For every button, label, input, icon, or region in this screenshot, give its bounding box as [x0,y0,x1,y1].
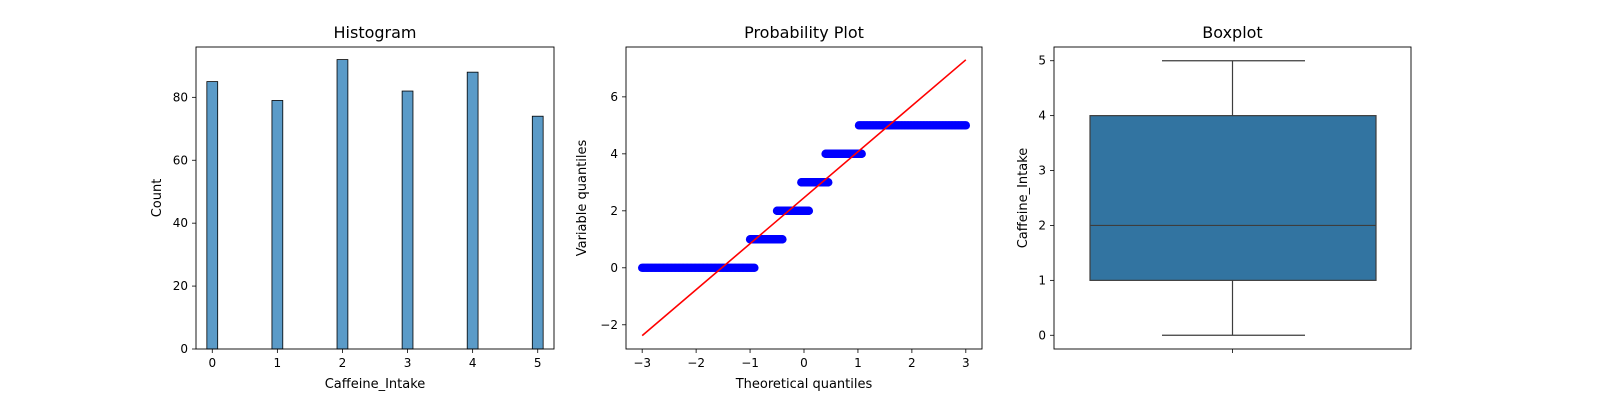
boxplot-y-tick-label: 5 [1038,54,1046,68]
histogram-y-tick-label: 40 [173,216,188,230]
probability-point [824,178,833,187]
boxplot-y-tick-label: 2 [1038,218,1046,232]
probability-point [961,121,971,130]
histogram-y-tick-label: 20 [173,279,188,293]
histogram-x-tick-label: 3 [404,356,412,370]
probability-point [804,206,814,216]
boxplot-box [1089,115,1377,281]
histogram-x-tick-label: 5 [534,356,542,370]
probability-x-label: Theoretical quantiles [735,377,873,392]
probability-x-tick-label: 0 [800,356,808,370]
probability-x-tick-label: 1 [854,356,862,370]
histogram-y-tick-label: 80 [173,90,188,104]
histogram-y-label: Count [150,179,165,218]
histogram-bar [401,90,414,350]
probability-point [778,235,787,244]
probability-x-tick-label: −2 [687,356,705,370]
boxplot-y-tick-label: 4 [1038,109,1046,123]
probability-y-tick-label: 2 [610,204,618,218]
probability-title: Probability Plot [744,23,864,42]
histogram-bar [271,100,284,350]
boxplot-y-tick-label: 0 [1038,328,1046,342]
probability-y-label: Variable quantiles [575,139,590,256]
histogram-x-tick-label: 2 [339,356,347,370]
histogram-y-tick-label: 0 [180,342,188,356]
histogram-title: Histogram [334,23,417,42]
histogram-x-tick-label: 1 [274,356,282,370]
histogram-bar [206,81,219,350]
probability-y-tick-label: 6 [610,90,618,104]
probability-fit-line [641,59,967,337]
boxplot-y-label: Caffeine_Intake [1016,148,1031,249]
probability-y-tick-label: 4 [610,147,618,161]
histogram-axes-frame [195,46,555,350]
histogram-bar [466,71,479,350]
boxplot-y-tick-label: 1 [1038,273,1046,287]
probability-x-tick-label: −1 [741,356,759,370]
probability-x-tick-label: 2 [908,356,916,370]
probability-point [857,149,866,159]
histogram-bar [531,115,544,350]
boxplot-title: Boxplot [1202,23,1262,42]
probability-x-tick-label: −3 [633,356,651,370]
histogram-bar [336,59,349,350]
boxplot-y-tick-label: 3 [1038,164,1046,178]
probability-y-tick-label: −2 [600,318,618,332]
histogram-x-label: Caffeine_Intake [325,377,426,392]
histogram-x-tick-label: 0 [208,356,216,370]
probability-y-tick-label: 0 [610,261,618,275]
histogram-x-tick-label: 4 [469,356,477,370]
histogram-y-tick-label: 60 [173,153,188,167]
probability-point [750,263,759,273]
probability-x-tick-label: 3 [962,356,970,370]
